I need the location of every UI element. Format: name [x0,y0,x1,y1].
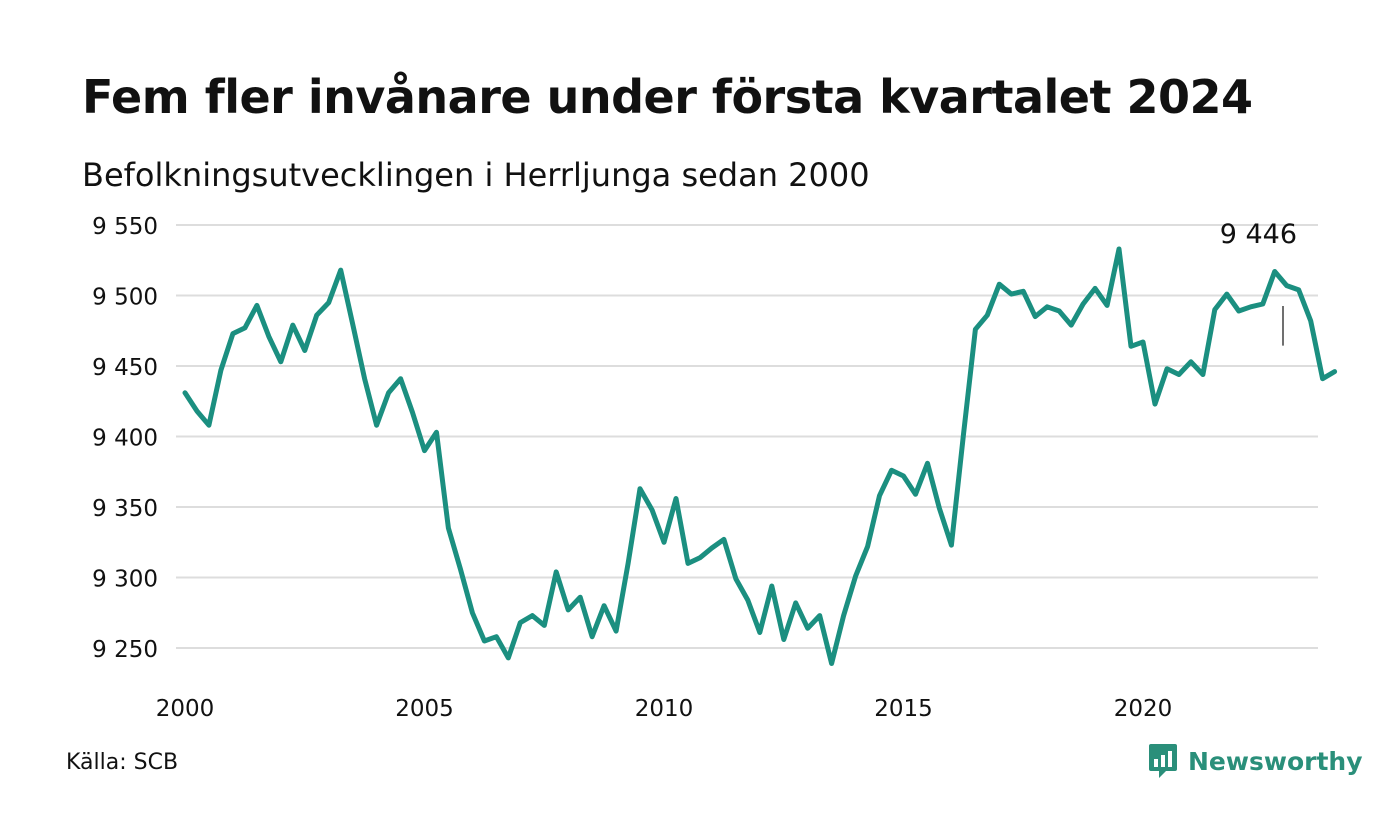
series-layer [182,246,1338,666]
brand-logo[interactable]: Newsworthy [1148,743,1363,779]
y-tick-label: 9 550 [92,214,158,240]
x-tick-label: 2000 [156,696,215,722]
annotation-layer: 9 446 [1220,219,1297,346]
gridlines [176,224,1318,649]
y-tick-label: 9 450 [92,355,158,381]
y-tick-label: 9 400 [92,426,158,452]
source-note: Källa: SCB [66,750,179,775]
y-tick-label: 9 250 [92,637,158,663]
x-tick-label: 2015 [874,696,933,722]
brand-name: Newsworthy [1188,746,1363,776]
annotation-label: 9 446 [1220,219,1297,250]
y-axis-tick-labels: 9 250 9 300 9 350 9 400 9 450 9 500 9 550 [92,214,158,663]
chart-subtitle: Befolkningsutvecklingen i Herrljunga sed… [82,156,870,194]
x-axis-tick-labels: 2000 2005 2010 2015 2020 [156,696,1173,722]
y-tick-label: 9 350 [92,496,158,522]
x-tick-label: 2005 [395,696,454,722]
y-tick-label: 9 500 [92,285,158,311]
population-line [182,246,1338,666]
newsworthy-logo-icon [1149,744,1177,778]
chart-title: Fem fler invånare under första kvartalet… [82,70,1253,124]
x-tick-label: 2010 [635,696,694,722]
x-tick-label: 2020 [1114,696,1173,722]
y-tick-label: 9 300 [92,567,158,593]
line-chart: 9 250 9 300 9 350 9 400 9 450 9 500 9 550 2000… [92,214,1338,722]
